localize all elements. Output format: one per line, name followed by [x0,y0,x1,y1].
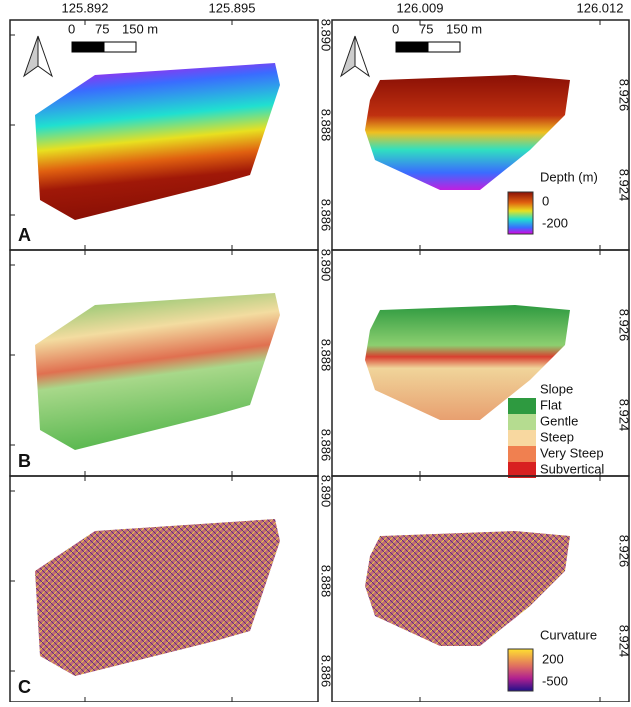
panel-row: C 8.890 8.888 8.886 8.926 8.924 Curvature 200 -5… [10,475,631,702]
legend-swatch [508,398,536,414]
lat-label: 8.924 [617,625,631,658]
lat-label: 8.924 [617,169,631,202]
legend-label: -500 [542,673,568,688]
lat-label: 8.886 [319,655,334,688]
lat-label: 8.888 [319,109,334,142]
legend-label: Very Steep [540,445,604,460]
legend-label: Gentle [540,413,578,428]
lat-label: 8.926 [617,79,631,112]
legend-label: Flat [540,397,562,412]
lat-label: 8.888 [319,565,334,598]
panel-row: A 8.890 8.888 8.886 8.926 8.924 0 75 150 m 0 75 150… [10,19,631,250]
legend-swatch [508,430,536,446]
lat-label: 8.924 [617,399,631,432]
lon-label: 125.895 [209,0,256,15]
figure: A 8.890 8.888 8.886 8.926 8.924 0 75 150 m 0 75 150… [0,0,631,702]
lat-label: 8.890 [319,19,334,52]
lat-label: 8.890 [319,475,334,508]
legend-title: Slope [540,381,573,396]
legend-ramp [508,192,533,234]
scale-label: 150 m [446,21,482,36]
legend-title: Curvature [540,627,597,642]
scale-bar [104,42,136,52]
scale-bar [396,42,428,52]
legend-label: 0 [542,193,549,208]
scale-label: 0 [68,21,75,36]
north-arrow [341,36,355,76]
legend-label: 200 [542,651,564,666]
lat-label: 8.886 [319,429,334,462]
survey-area [35,519,280,676]
top-axis: 125.892 125.895 126.009 126.012 [62,0,624,15]
lat-label: 8.886 [319,199,334,232]
panel-row: B 8.890 8.888 8.886 8.926 8.924 SlopeFlatGentl… [10,249,631,478]
panel-label: A [18,225,31,245]
lat-label: 8.926 [617,535,631,568]
legend-swatch [508,414,536,430]
lon-label: 126.012 [577,0,624,15]
scale-bar [72,42,104,52]
lon-label: 125.892 [62,0,109,15]
lon-label: 126.009 [397,0,444,15]
legend-label: Subvertical [540,461,604,476]
legend-ramp [508,649,533,691]
survey-area [35,63,280,220]
scale-label: 75 [419,21,433,36]
scale-label: 75 [95,21,109,36]
scale-bar [428,42,460,52]
legend-label: -200 [542,215,568,230]
scale-label: 150 m [122,21,158,36]
survey-area [35,293,280,450]
north-arrow [355,36,369,76]
panel-label: B [18,451,31,471]
lat-label: 8.888 [319,339,334,372]
legend-title: Depth (m) [540,169,598,184]
panel-label: C [18,677,31,697]
north-arrow [24,36,38,76]
north-arrow [38,36,52,76]
scale-label: 0 [392,21,399,36]
panels: A 8.890 8.888 8.886 8.926 8.924 0 75 150 m 0 75 150… [10,19,631,702]
legend-label: Steep [540,429,574,444]
lat-label: 8.926 [617,309,631,342]
legend-swatch [508,446,536,462]
lat-label: 8.890 [319,249,334,282]
